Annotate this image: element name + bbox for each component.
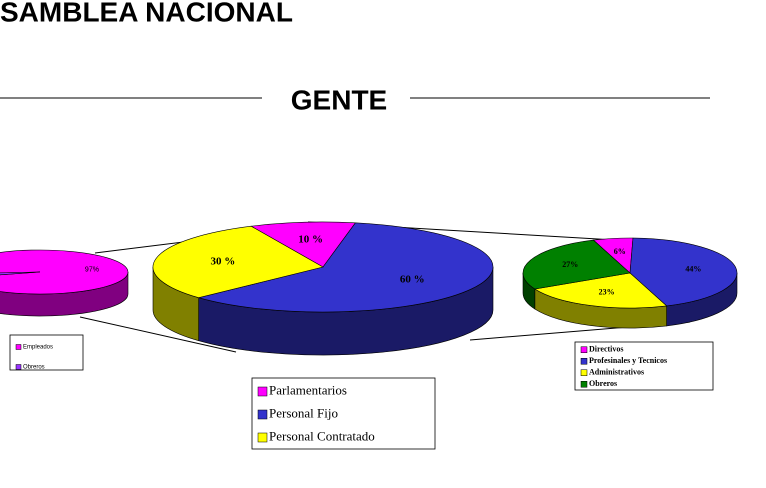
legend-box [574, 341, 714, 391]
legend-label: Directivos [589, 345, 624, 354]
legend-label: Profesinales y Tecnicos [589, 356, 667, 365]
pie-slice [0, 249, 129, 295]
pie-slice [534, 272, 668, 309]
value-label: 23% [599, 287, 615, 296]
pie-slice [0, 271, 41, 276]
legend-box [9, 334, 84, 371]
legend-swatch [257, 432, 268, 443]
legend-label: Personal Fijo [269, 405, 338, 420]
value-label: 60 % [400, 274, 425, 286]
legend-box [251, 377, 436, 450]
pie: 6% 44% 23% 27% [522, 237, 738, 329]
pie: 10 % 60 % 30 % [152, 221, 494, 356]
legend: Parlamentarios Personal Fijo Personal Cont… [251, 377, 436, 450]
pie-slice [250, 221, 357, 268]
pie-slice [629, 237, 738, 307]
slide-title: SAMBLEA NACIONAL [0, 0, 293, 27]
legend-swatch [15, 344, 22, 350]
value-label: 97% [85, 266, 99, 273]
legend-swatch [257, 386, 268, 397]
connector [79, 316, 237, 353]
value-label: 27% [562, 260, 578, 269]
legend-label: Obreros [23, 365, 45, 371]
legend-swatch [15, 364, 22, 370]
pie-slice [197, 222, 494, 313]
legend-label: Personal Contratado [269, 428, 375, 443]
legend-swatch [580, 381, 588, 388]
legend-swatch [580, 358, 588, 365]
legend-label: Parlamentarios [269, 382, 347, 397]
pie: 97% [0, 249, 129, 317]
value-label: 10 % [298, 234, 323, 246]
legend-label: Obreros [589, 379, 617, 388]
pie-slice [522, 239, 631, 290]
legend-swatch [580, 346, 588, 353]
value-label: 44% [685, 264, 701, 273]
value-label: 6% [614, 247, 626, 256]
pie-slice [152, 225, 324, 299]
legend: Empleados Obreros [9, 334, 84, 371]
legend: Directivos Profesinales y Tecnicos Adminis… [574, 341, 714, 391]
legend-swatch [580, 369, 588, 376]
legend-label: Administrativos [589, 368, 644, 377]
legend-swatch [257, 409, 268, 420]
slide-subtitle: GENTE [291, 84, 387, 115]
value-label: 30 % [210, 255, 235, 267]
legend-label: Empleados [23, 345, 53, 351]
